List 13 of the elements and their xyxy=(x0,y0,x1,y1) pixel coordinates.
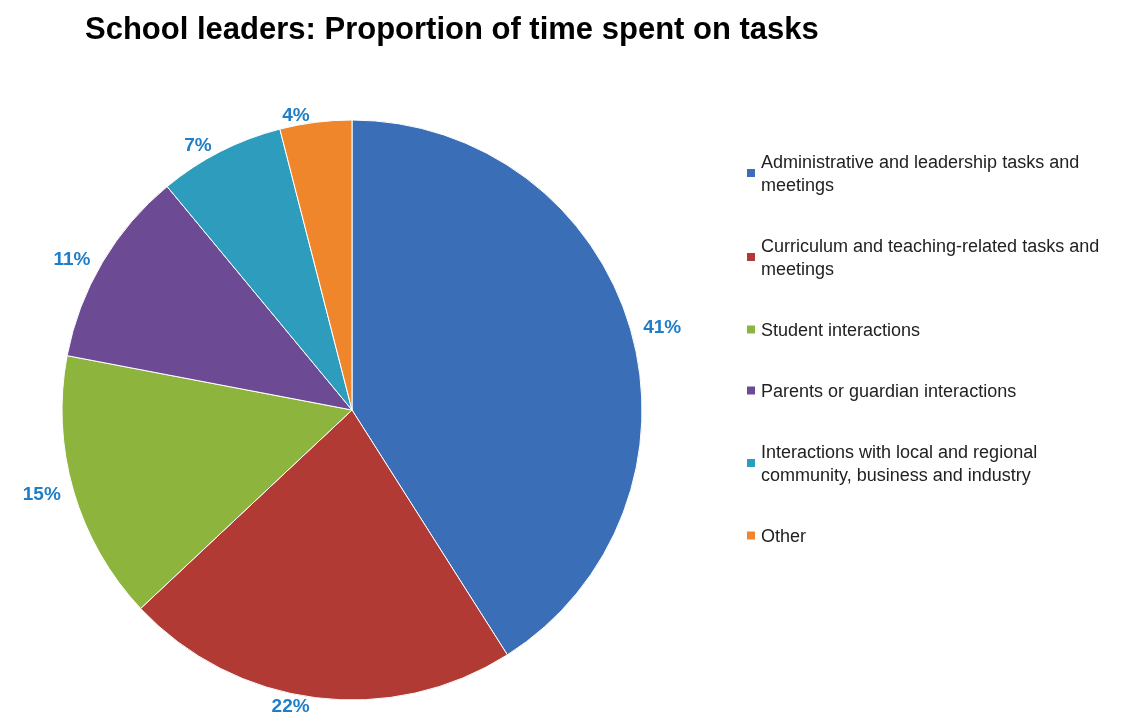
legend-label: Parents or guardian interactions xyxy=(761,380,1017,401)
data-label: 4% xyxy=(282,103,310,125)
legend-label: Other xyxy=(761,525,807,546)
legend-label: Curriculum and teaching-related tasks and meetings xyxy=(761,235,1105,279)
legend-label: Student interactions xyxy=(761,319,921,340)
data-label: 22% xyxy=(271,695,310,717)
data-label: 15% xyxy=(22,482,61,504)
data-label: 7% xyxy=(184,133,212,155)
legend-label: Administrative and leadership tasks and meetings xyxy=(761,151,1085,195)
chart-title: School leaders: Proportion of time spent on tasks xyxy=(85,11,819,46)
data-label: 11% xyxy=(53,247,91,269)
legend-label: Interactions with local and regional community, business and industry xyxy=(761,441,1043,485)
data-label: 41% xyxy=(643,316,682,338)
